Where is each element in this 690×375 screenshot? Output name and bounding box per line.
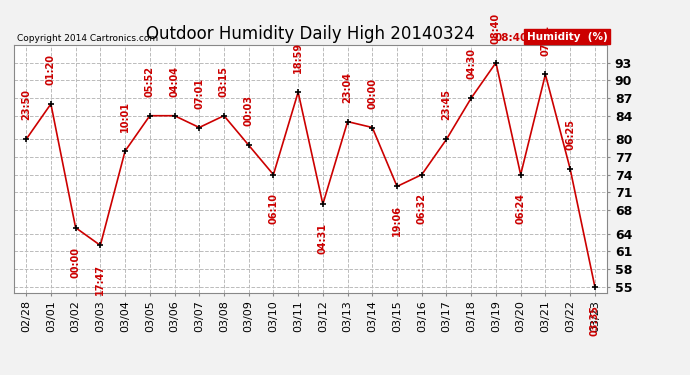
Text: 17:47: 17:47: [95, 264, 106, 295]
Text: 03:15: 03:15: [219, 66, 229, 97]
Text: Copyright 2014 Cartronics.com: Copyright 2014 Cartronics.com: [17, 33, 158, 42]
Text: 01:20: 01:20: [46, 54, 56, 85]
Text: 03:35: 03:35: [590, 306, 600, 336]
Text: 00:00: 00:00: [367, 78, 377, 109]
Text: 23:45: 23:45: [442, 89, 451, 120]
Text: 06:24: 06:24: [515, 194, 526, 225]
Text: 23:50: 23:50: [21, 89, 31, 120]
Text: 08:40: 08:40: [495, 33, 528, 42]
Text: 04:31: 04:31: [318, 223, 328, 254]
Text: 23:04: 23:04: [343, 72, 353, 103]
Text: 19:06: 19:06: [392, 205, 402, 236]
Text: Humidity  (%): Humidity (%): [527, 32, 608, 42]
Title: Outdoor Humidity Daily High 20140324: Outdoor Humidity Daily High 20140324: [146, 26, 475, 44]
Text: 07:01: 07:01: [195, 78, 204, 109]
Text: 06:25: 06:25: [565, 119, 575, 150]
Text: 00:00: 00:00: [70, 246, 81, 278]
Text: 08:40: 08:40: [491, 13, 501, 44]
Text: 04:04: 04:04: [170, 66, 179, 97]
Text: 00:03: 00:03: [244, 95, 254, 126]
Text: 18:59: 18:59: [293, 42, 303, 73]
Text: 10:01: 10:01: [120, 101, 130, 132]
Text: 06:10: 06:10: [268, 194, 278, 225]
Text: 07:01: 07:01: [540, 25, 551, 56]
Text: 06:32: 06:32: [417, 194, 426, 225]
Text: 04:30: 04:30: [466, 48, 476, 79]
Text: 05:52: 05:52: [145, 66, 155, 97]
